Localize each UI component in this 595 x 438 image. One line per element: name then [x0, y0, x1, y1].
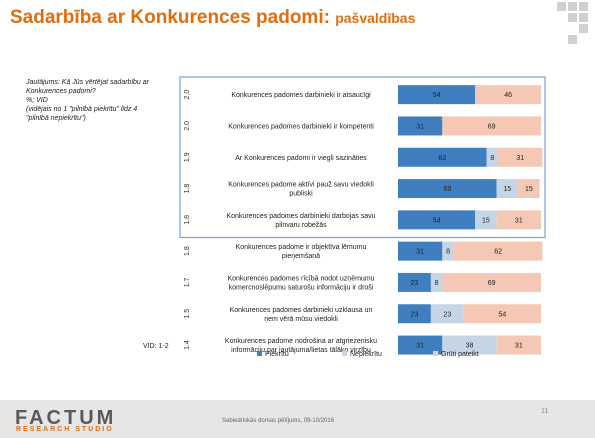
bar-segment [463, 304, 541, 324]
legend-swatch [257, 351, 262, 356]
legend-swatch [342, 351, 347, 356]
bar-value-label: 31 [516, 155, 524, 162]
bar-value-label: 38 [466, 343, 474, 350]
corner-decoration [555, 0, 595, 50]
bar-segment [475, 210, 497, 230]
question-line: Konkurences padomi? [26, 88, 96, 95]
bar-segment [453, 241, 543, 261]
category-label: Ar Konkurences padomi ir viegli sazināti… [235, 155, 367, 162]
question-text: Jautājums: Kā Jūs vērtējat sadarbību ar … [26, 78, 176, 123]
page-number: 11 [541, 408, 549, 415]
bar-value-label: 23 [411, 280, 419, 287]
vid-value-label: 2.0 [184, 121, 191, 131]
bar-value-label: 62 [494, 249, 502, 256]
page-title: Sadarbība ar Konkurences padomi: pašvald… [10, 7, 415, 29]
category-label: Konkurences padome nodrošina ar atgrieze… [225, 338, 377, 345]
category-label: Konkurences padomes darbinieki darbojas … [226, 213, 375, 220]
footer-bar [0, 400, 595, 438]
factum-logo-subtitle: RESEARCH STUDIO [16, 426, 114, 433]
category-label: publiski [289, 191, 313, 198]
vid-value-label: 1.4 [184, 340, 191, 350]
bar-segment [442, 116, 541, 136]
bar-value-label: 8 [446, 249, 450, 256]
bar-value-label: 69 [488, 123, 496, 130]
bar-segment [430, 304, 464, 324]
bar-value-label: 23 [411, 311, 419, 318]
category-label: Konkurences padome ir objektīva lēmumu [236, 244, 367, 251]
bar-segment [496, 179, 519, 199]
bar-value-label: 54 [498, 311, 506, 318]
bar-value-label: 8 [490, 155, 494, 162]
bar-value-label: 31 [416, 123, 424, 130]
vid-value-label: 1.8 [184, 246, 191, 256]
category-label: Konkurences padomes darbinieki ir atsauc… [231, 92, 371, 99]
bar-segment [398, 116, 443, 136]
bar-value-label: 15 [503, 186, 511, 193]
bar-value-label: 15 [525, 186, 533, 193]
bar-segment [398, 304, 431, 324]
bar-segment [442, 241, 454, 261]
category-label: pilnvaru robežās [275, 222, 327, 229]
factum-logo: FACTUM [15, 407, 117, 429]
bar-value-label: 54 [433, 217, 441, 224]
vid-value-label: 1.9 [184, 152, 191, 162]
title-subtitle: pašvaldības [335, 10, 416, 26]
vid-value-label: 1.8 [184, 215, 191, 225]
category-label: Konkurences padomes rīcībā nodot uzņēmum… [227, 275, 374, 282]
bar-segment [398, 241, 443, 261]
question-line: "pilnībā nepiekrītu") [26, 115, 86, 122]
vid-value-label: 1.7 [184, 277, 191, 287]
bar-segment [398, 147, 487, 167]
bar-segment [518, 179, 540, 199]
bar-segment [442, 272, 541, 292]
bar-segment [498, 147, 543, 167]
bar-segment [398, 335, 443, 355]
legend-label: Piekrītu [265, 351, 289, 358]
bar-segment [398, 179, 497, 199]
question-line: (vidējais no 1 "pilnībā piekrītu" līdz 4 [26, 106, 138, 113]
bar-value-label: 69 [488, 280, 496, 287]
vid-value-label: 1.5 [184, 309, 191, 319]
vid-note: VID: 1-2 [143, 343, 169, 350]
category-label: komercnoslēpumu saturošu informāciju ir … [229, 284, 374, 291]
footer-source-text: Sabiedriskās domas pētījums, 09-10/2016 [222, 418, 335, 424]
title-main: Sadarbība ar Konkurences padomi: [10, 7, 330, 28]
legend-label: Nepiekrītu [350, 351, 382, 358]
bar-segment [430, 272, 443, 292]
category-label: ņem vērā mūsu viedokli [264, 316, 338, 323]
vid-value-label: 2.0 [184, 90, 191, 100]
bar-value-label: 54 [433, 92, 441, 99]
bar-value-label: 31 [515, 217, 523, 224]
highlight-frame [179, 76, 546, 239]
question-line: %; VID [26, 97, 48, 104]
bar-segment [475, 85, 541, 105]
bar-value-label: 8 [435, 280, 439, 287]
bar-value-label: 23 [443, 311, 451, 318]
legend-label: Grūti pateikt [441, 351, 479, 358]
category-label: pieņemšanā [282, 253, 320, 260]
vid-value-label: 1.8 [184, 184, 191, 194]
bar-segment [398, 210, 476, 230]
bar-segment [496, 335, 541, 355]
bar-value-label: 46 [504, 92, 512, 99]
question-line: Jautājums: Kā Jūs vērtējat sadarbību ar [26, 79, 149, 86]
bar-segment [496, 210, 541, 230]
bar-value-label: 69 [443, 186, 451, 193]
bar-segment [486, 147, 499, 167]
bar-segment [398, 85, 476, 105]
bar-segment [398, 272, 431, 292]
bar-segment [442, 335, 497, 355]
bar-value-label: 62 [438, 155, 446, 162]
category-label: informāciju par jautājuma/lietas tālāko … [231, 347, 371, 354]
bar-value-label: 15 [482, 217, 490, 224]
bar-value-label: 31 [515, 343, 523, 350]
category-label: Konkurences padomes darbinieki uzklausa … [230, 307, 373, 314]
category-label: Konkurences padomes darbinieki ir kompet… [228, 123, 374, 130]
bar-value-label: 31 [416, 343, 424, 350]
legend-swatch [433, 351, 438, 356]
bar-value-label: 31 [416, 249, 424, 256]
category-label: Konkurences padome aktīvi pauž savu vied… [228, 182, 374, 189]
